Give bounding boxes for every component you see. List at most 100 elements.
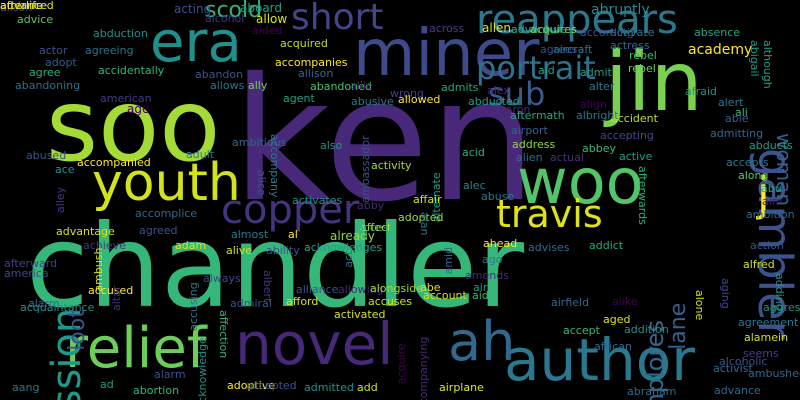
word-accompany: accompany <box>268 134 281 198</box>
word-ambrose: ambrose <box>0 0 48 12</box>
word-alive: alive <box>226 244 253 257</box>
word-ambushed: ambushed <box>748 367 800 380</box>
word-ability: ability <box>266 244 300 257</box>
word-admits: admits <box>441 81 479 94</box>
word-allison: allison <box>298 67 334 80</box>
word-agreed: agreed <box>139 224 178 237</box>
word-novel: novel <box>235 310 394 378</box>
word-advanced: advanced <box>0 0 54 12</box>
word-advice: advice <box>17 13 54 26</box>
word-affection: affection <box>217 310 230 359</box>
word-actor: actor <box>39 44 68 57</box>
word-scold: scold <box>205 0 263 23</box>
word-portrait: portrait <box>476 49 596 87</box>
word-accidentally: accidentally <box>98 64 165 77</box>
word-alliance: alliance <box>296 283 339 296</box>
word-aggressive: aggressive <box>763 301 800 314</box>
word-rebel: rebel <box>628 62 656 75</box>
word-age: age <box>127 102 150 116</box>
word-aircraft: aircraft <box>553 43 593 56</box>
word-account: account <box>423 289 467 302</box>
word-agreement: agreement <box>738 316 799 329</box>
word-alec: alec <box>463 179 486 192</box>
word-afraid: afraid <box>685 85 717 98</box>
word-ace: ace <box>55 163 75 176</box>
word-addict: addict <box>589 239 624 252</box>
word-advance: advance <box>714 384 761 397</box>
word-ahead: ahead <box>483 237 518 250</box>
word-acquire: acquire <box>395 343 408 385</box>
word-chandler: chandler <box>26 200 525 333</box>
word-afford: afford <box>286 295 319 308</box>
word-aged: aged <box>603 313 631 326</box>
word-alamein: alamein <box>744 331 789 344</box>
word-accepting: accepting <box>600 129 654 142</box>
word-allow: allow <box>256 12 288 26</box>
word-allie: allie <box>350 79 373 92</box>
word-acquires: acquires <box>530 23 577 36</box>
word-activated: activated <box>334 308 386 321</box>
word-abandon: abandon <box>195 68 244 81</box>
word-accomplice: accomplice <box>135 207 198 220</box>
word-accompanying: accompanying <box>417 336 430 400</box>
word-access: access <box>357 221 395 234</box>
word-alice: alice <box>255 170 268 196</box>
word-aim: aim <box>762 195 783 208</box>
word-abbey: abbey <box>582 142 616 155</box>
word-accompanied: accompanied <box>77 156 151 169</box>
word-admitting: admitting <box>710 127 764 140</box>
word-always: always <box>203 272 241 285</box>
word-abusive: abusive <box>351 95 394 108</box>
word-america: america <box>4 267 49 280</box>
word-adam: adam <box>175 239 207 252</box>
word-soo: soo <box>46 67 221 184</box>
word-admitted: admitted <box>304 381 354 394</box>
word-alike: alike <box>612 295 638 308</box>
word-acknowledges: acknowledges <box>304 241 383 254</box>
word-airport: airport <box>511 124 548 137</box>
word-also: also <box>320 139 343 152</box>
word-activates: activates <box>292 194 343 207</box>
word-alien: alien <box>516 151 543 164</box>
word-african: african <box>594 340 632 353</box>
word-acquired: acquired <box>280 37 328 50</box>
word-era: era <box>150 10 242 75</box>
word-abigail: abigail <box>748 40 761 77</box>
word-ambitious: ambitious <box>232 136 287 149</box>
word-alert: alert <box>718 96 744 109</box>
word-alfred: alfred <box>743 258 775 271</box>
word-altar: altar <box>110 285 123 311</box>
word-accompanies: accompanies <box>275 56 348 69</box>
word-accused: accused <box>88 284 134 297</box>
word-adopt: adopt <box>45 56 77 69</box>
word-abortion: abortion <box>133 384 180 397</box>
word-jin: jin <box>605 35 703 130</box>
word-al: al <box>288 228 298 241</box>
word-adventure: adventure <box>511 23 568 36</box>
word-miner: miner <box>353 17 540 91</box>
word-abducted: abducted <box>468 95 520 108</box>
word-alex: alex <box>487 84 510 97</box>
word-aided: aided <box>252 24 283 37</box>
word-abruptly: abruptly <box>591 2 650 18</box>
word-accepted: accepted <box>246 379 297 392</box>
word-agreeing: agreeing <box>85 44 134 57</box>
word-alone: alone <box>693 290 706 321</box>
word-agrees: agrees <box>540 43 578 56</box>
word-ambition: ambition <box>746 208 795 221</box>
word-alley: alley <box>54 186 67 213</box>
word-adoptive: adoptive <box>227 379 276 392</box>
word-already: already <box>330 229 375 243</box>
word-addition: addition <box>624 323 669 336</box>
word-advises: advises <box>528 241 570 254</box>
word-although: although <box>761 40 774 89</box>
word-allowing: allowing <box>338 283 384 296</box>
word-activity: activity <box>371 159 412 172</box>
word-activate: activate <box>610 26 655 39</box>
word-relief: relief <box>65 316 207 381</box>
word-adopted: adopted <box>398 211 444 224</box>
word-act: act <box>342 250 355 268</box>
word-aide: aide <box>472 289 496 302</box>
word-absence: absence <box>694 26 741 39</box>
